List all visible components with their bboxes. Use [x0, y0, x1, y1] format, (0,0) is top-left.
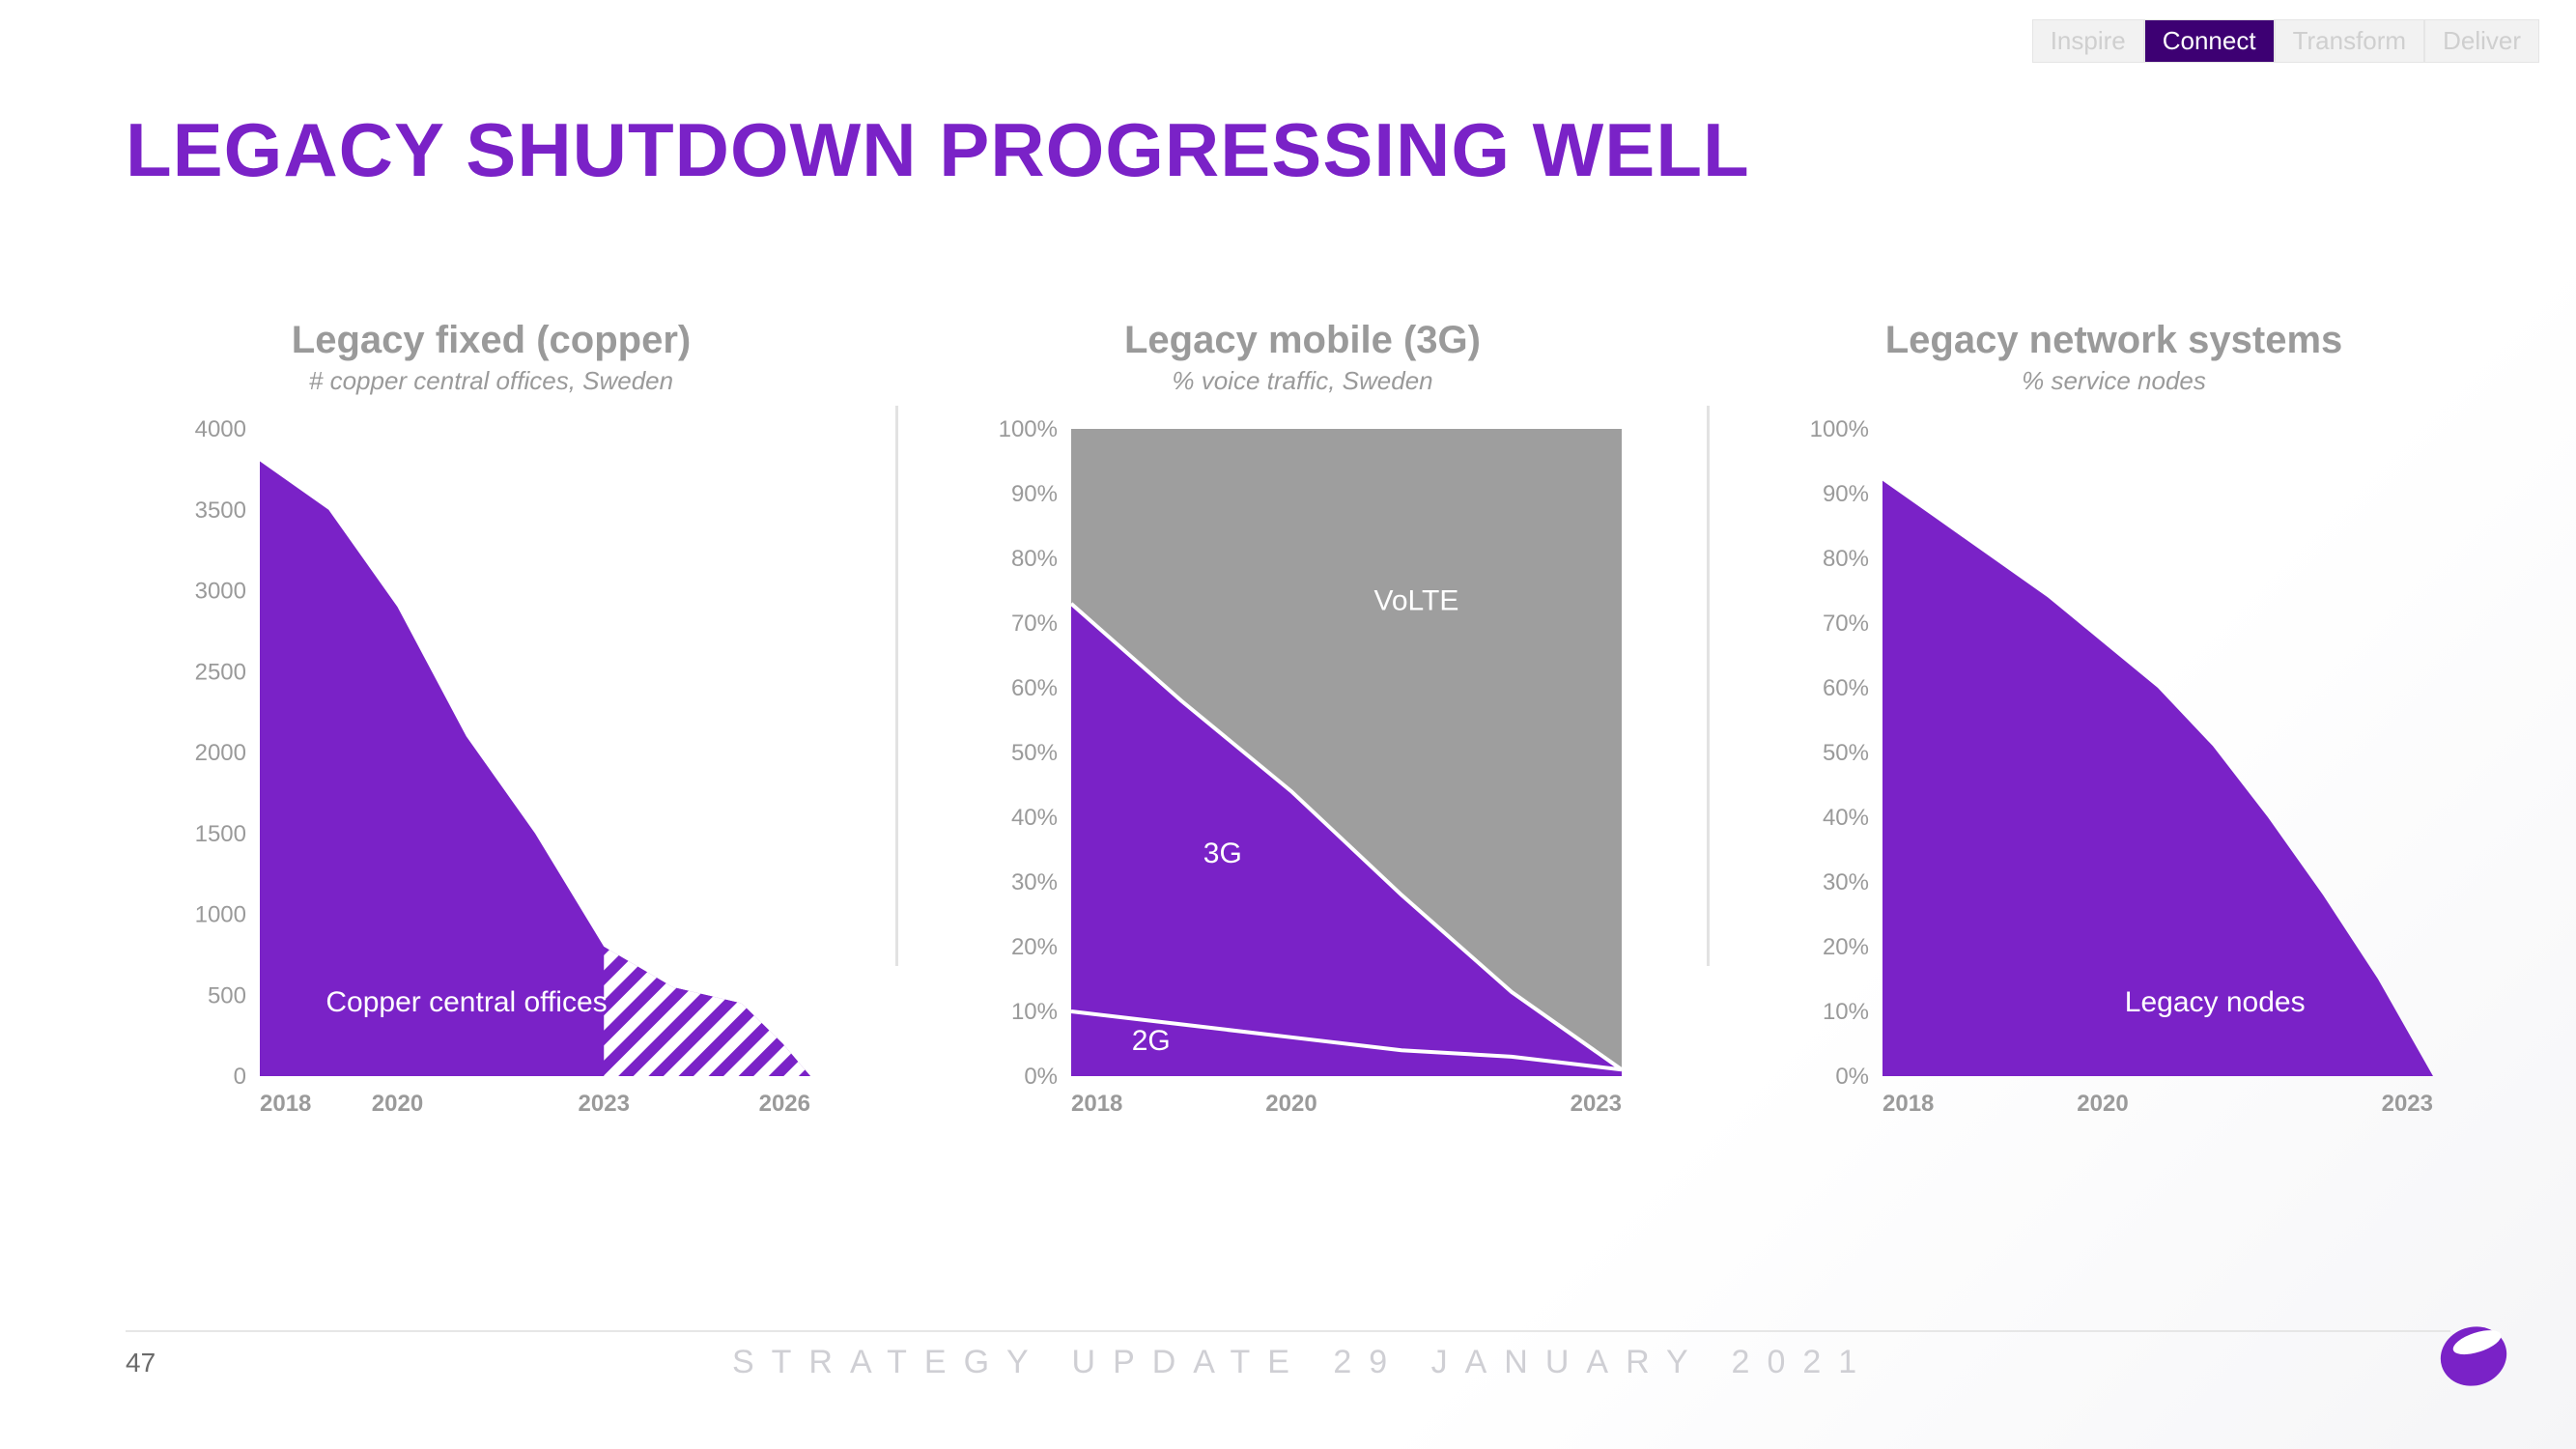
svg-text:2020: 2020: [371, 1091, 422, 1117]
series-label-2G: 2G: [1131, 1025, 1170, 1057]
series-label-3G: 3G: [1203, 838, 1241, 869]
page-number: 47: [126, 1348, 156, 1378]
chart-subtitle: % voice traffic, Sweden: [1172, 366, 1432, 396]
svg-text:0: 0: [233, 1064, 245, 1090]
svg-text:50%: 50%: [1822, 740, 1868, 766]
footer-text: STRATEGY UPDATE 29 JANUARY 2021: [156, 1344, 2450, 1381]
series-forecast-hatch: [604, 947, 810, 1076]
nav-tab-connect[interactable]: Connect: [2144, 19, 2275, 63]
svg-text:10%: 10%: [1010, 999, 1057, 1025]
svg-text:30%: 30%: [1010, 869, 1057, 895]
svg-text:2023: 2023: [1570, 1091, 1621, 1117]
svg-text:100%: 100%: [998, 419, 1057, 442]
chart-2: Legacy network systems % service nodes 0% 1…: [1729, 319, 2499, 1134]
svg-text:90%: 90%: [1822, 481, 1868, 507]
series-label-Legacy nodes: Legacy nodes: [2124, 986, 2305, 1018]
svg-text:3500: 3500: [194, 497, 245, 524]
svg-text:2020: 2020: [2077, 1091, 2128, 1117]
chart-plot: 0% 10% 20% 30% 40% 50% 60% 70% 80% 90% 100% 2018 202…: [975, 419, 1631, 1134]
svg-text:2018: 2018: [1071, 1091, 1122, 1117]
svg-text:40%: 40%: [1822, 805, 1868, 831]
svg-text:2500: 2500: [194, 659, 245, 685]
svg-text:3000: 3000: [194, 579, 245, 605]
svg-text:40%: 40%: [1010, 805, 1057, 831]
svg-text:0%: 0%: [1835, 1064, 1869, 1090]
chart-1: Legacy mobile (3G) % voice traffic, Swede…: [918, 319, 1687, 1134]
series-Copper central offices: [260, 462, 810, 1077]
svg-text:1000: 1000: [194, 902, 245, 928]
svg-text:60%: 60%: [1822, 675, 1868, 701]
svg-text:90%: 90%: [1010, 481, 1057, 507]
svg-text:2018: 2018: [260, 1091, 311, 1117]
svg-text:70%: 70%: [1010, 611, 1057, 637]
footer: 47 STRATEGY UPDATE 29 JANUARY 2021: [126, 1330, 2450, 1381]
series-label-Copper central offices: Copper central offices: [326, 986, 607, 1018]
svg-text:2026: 2026: [758, 1091, 809, 1117]
svg-text:2000: 2000: [194, 740, 245, 766]
chart-title: Legacy mobile (3G): [1124, 319, 1481, 362]
chart-0: Legacy fixed (copper) # copper central of…: [106, 319, 876, 1134]
nav-tab-deliver[interactable]: Deliver: [2424, 19, 2539, 63]
svg-text:1500: 1500: [194, 821, 245, 847]
nav-tab-transform[interactable]: Transform: [2275, 19, 2425, 63]
svg-text:0%: 0%: [1024, 1064, 1058, 1090]
chart-divider: [895, 406, 898, 966]
svg-text:50%: 50%: [1010, 740, 1057, 766]
svg-text:2020: 2020: [1265, 1091, 1316, 1117]
svg-text:2018: 2018: [1882, 1091, 1934, 1117]
svg-text:30%: 30%: [1822, 869, 1868, 895]
svg-text:2023: 2023: [578, 1091, 629, 1117]
chart-title: Legacy network systems: [1885, 319, 2343, 362]
svg-text:20%: 20%: [1010, 934, 1057, 960]
nav-tab-inspire[interactable]: Inspire: [2032, 19, 2144, 63]
chart-title: Legacy fixed (copper): [292, 319, 691, 362]
svg-text:60%: 60%: [1010, 675, 1057, 701]
svg-text:80%: 80%: [1822, 546, 1868, 572]
svg-text:500: 500: [207, 982, 245, 1009]
chart-subtitle: # copper central offices, Sweden: [309, 366, 673, 396]
chart-plot: 0% 10% 20% 30% 40% 50% 60% 70% 80% 90% 100% 2018 202…: [1786, 419, 2443, 1134]
nav-tabs: InspireConnectTransformDeliver: [2032, 19, 2539, 63]
chart-plot: 0 500 1000 1500 2000 2500 3000 3500 4000 2018 2020…: [163, 419, 820, 1134]
brand-logo-icon: [2439, 1321, 2508, 1391]
svg-text:10%: 10%: [1822, 999, 1868, 1025]
svg-text:70%: 70%: [1822, 611, 1868, 637]
chart-divider: [1707, 406, 1710, 966]
svg-text:2023: 2023: [2381, 1091, 2432, 1117]
charts-row: Legacy fixed (copper) # copper central of…: [106, 319, 2499, 1134]
svg-text:20%: 20%: [1822, 934, 1868, 960]
svg-text:100%: 100%: [1809, 419, 1868, 442]
svg-text:80%: 80%: [1010, 546, 1057, 572]
series-label-VoLTE: VoLTE: [1373, 585, 1458, 617]
slide-title: LEGACY SHUTDOWN PROGRESSING WELL: [126, 106, 1750, 194]
chart-subtitle: % service nodes: [2022, 366, 2206, 396]
svg-text:4000: 4000: [194, 419, 245, 442]
